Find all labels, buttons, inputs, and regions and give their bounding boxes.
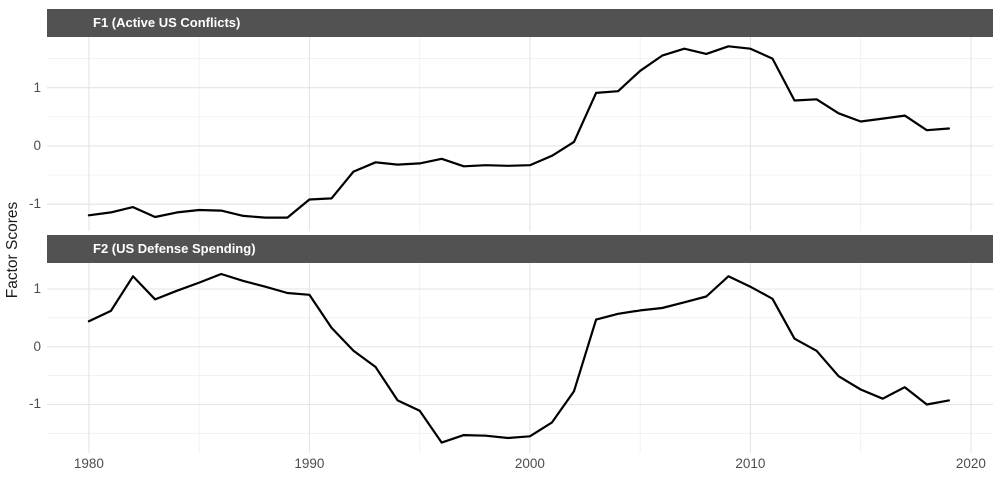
panel-f2-plot bbox=[47, 263, 993, 453]
y-tick-label: 0 bbox=[33, 338, 41, 354]
y-tick-label: 0 bbox=[33, 137, 41, 153]
y-tick-label: 1 bbox=[33, 280, 41, 296]
facet-strip-f1-label: F1 (Active US Conflicts) bbox=[93, 15, 241, 30]
x-tick-label: 1990 bbox=[294, 456, 325, 471]
x-tick-label: 2000 bbox=[514, 456, 545, 471]
x-tick-label: 1980 bbox=[73, 456, 104, 471]
y-tick-label: -1 bbox=[28, 396, 41, 412]
x-tick-label: 2020 bbox=[955, 456, 986, 471]
facet-strip-f2: F2 (US Defense Spending) bbox=[47, 235, 993, 263]
y-tick-label: 1 bbox=[33, 79, 41, 95]
y-tick-label: -1 bbox=[28, 196, 41, 212]
facet-strip-f1: F1 (Active US Conflicts) bbox=[47, 9, 993, 37]
x-tick-label: 2010 bbox=[735, 456, 766, 471]
series-line-f1 bbox=[87, 45, 951, 219]
facet-strip-f2-label: F2 (US Defense Spending) bbox=[93, 241, 256, 256]
panel-f1-plot bbox=[47, 37, 993, 231]
series-line-f2 bbox=[87, 272, 951, 444]
